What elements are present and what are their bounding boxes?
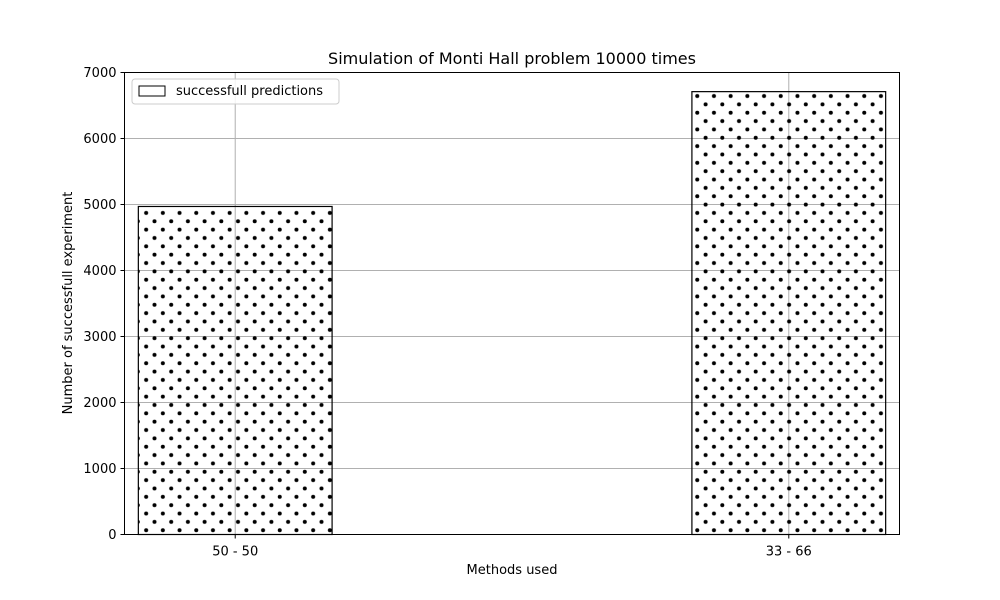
legend-swatch	[138, 85, 166, 97]
y-tick-label: 2000	[83, 396, 116, 411]
x-axis-label: Methods used	[467, 563, 558, 578]
x-tick-label: 33 - 66	[766, 545, 812, 560]
y-tick-label: 0	[108, 528, 116, 543]
bar	[137, 205, 333, 536]
y-tick-label: 6000	[83, 132, 116, 147]
y-tick-label: 7000	[83, 66, 116, 81]
legend-label: successfull predictions	[176, 84, 323, 99]
y-tick-label: 1000	[83, 462, 116, 477]
x-tick-label: 50 - 50	[212, 545, 258, 560]
bar	[691, 91, 887, 536]
y-axis-label: Number of successfull experiment	[61, 192, 76, 415]
y-tick-label: 3000	[83, 330, 116, 345]
legend: successfull predictions	[131, 78, 340, 105]
plot-frame	[124, 72, 900, 535]
legend-box	[131, 78, 340, 105]
chart-title: Simulation of Monti Hall problem 10000 t…	[328, 49, 696, 68]
bars	[137, 91, 887, 536]
y-tick-label: 5000	[83, 198, 116, 213]
y-tick-label: 4000	[83, 264, 116, 279]
axis-ticks: 0 1000 2000 3000 4000 5000 6000 7000 50 - 50 33 -…	[83, 66, 811, 560]
